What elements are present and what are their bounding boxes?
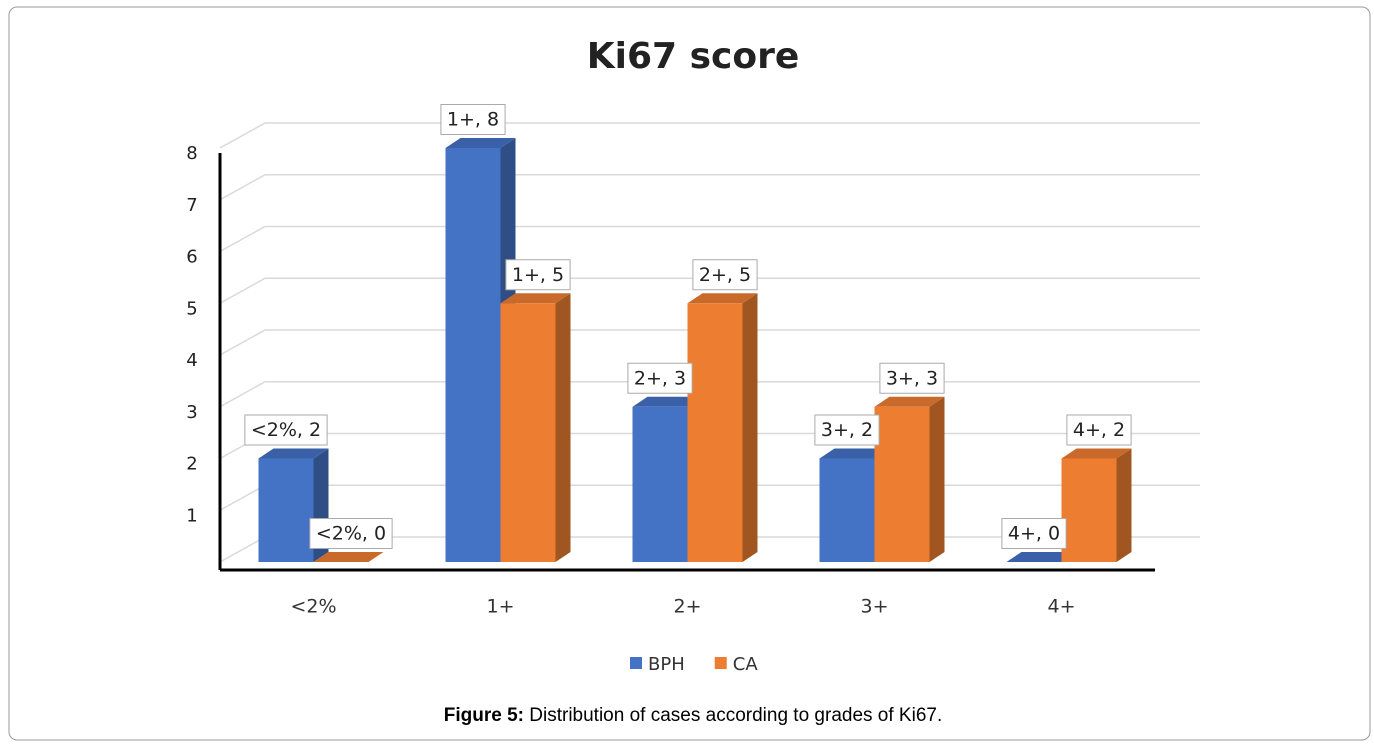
- y-tick-label: 6: [186, 247, 197, 268]
- legend-swatch: [630, 657, 642, 669]
- bar: [687, 293, 758, 562]
- data-label: <2%, 0: [316, 523, 386, 545]
- data-label-box: [692, 259, 758, 291]
- chart-title: Ki67 score: [587, 36, 800, 77]
- y-tick-label: 4: [186, 350, 197, 371]
- bar-front: [1061, 458, 1117, 562]
- bar-front: [258, 458, 314, 562]
- bar: [1061, 448, 1132, 562]
- data-label: 1+, 8: [447, 109, 499, 131]
- data-label: 1+, 5: [512, 264, 564, 286]
- data-label-box: [627, 362, 693, 394]
- data-label: 4+, 0: [1008, 523, 1060, 545]
- grid-line: [219, 225, 1200, 253]
- bar-top: [687, 293, 758, 304]
- bar-side: [929, 396, 945, 562]
- data-label: 2+, 5: [699, 264, 751, 286]
- bar-top: [258, 448, 329, 459]
- x-tick-label: 1+: [486, 596, 514, 618]
- bar: [874, 396, 945, 562]
- y-tick-label: 1: [186, 505, 197, 526]
- bar-top: [445, 138, 516, 148]
- data-label-box: [814, 414, 880, 446]
- bar-front: [445, 148, 501, 562]
- data-label: 3+, 2: [821, 419, 873, 441]
- data-label-box: [1001, 518, 1067, 549]
- grid-line: [219, 122, 1200, 149]
- bar-side: [555, 293, 571, 562]
- y-tick-label: 7: [186, 195, 197, 216]
- grid-line: [219, 329, 1200, 356]
- bar-top: [632, 396, 703, 407]
- data-label-box: [505, 259, 571, 291]
- data-label: 3+, 3: [886, 367, 938, 389]
- bar: [500, 293, 571, 562]
- bar-top: [874, 396, 945, 407]
- bar-front: [500, 303, 556, 562]
- y-tick-label: 2: [186, 454, 197, 475]
- x-tick-label: <2%: [290, 596, 336, 618]
- bar-front: [819, 458, 875, 562]
- bar: [313, 552, 384, 562]
- bar-top: [500, 293, 571, 304]
- bar-top: [1061, 448, 1132, 459]
- bar-side: [742, 293, 758, 562]
- data-label-box: [1066, 414, 1132, 446]
- bar-top: [819, 448, 890, 459]
- legend-label: CA: [733, 654, 759, 675]
- y-tick-label: 8: [186, 143, 197, 164]
- data-label-box: [244, 414, 328, 446]
- legend-swatch: [714, 657, 727, 669]
- x-tick-label: 2+: [673, 596, 701, 618]
- x-tick-label: 4+: [1047, 596, 1075, 618]
- caption-text: Distribution of cases according to grade…: [529, 705, 942, 726]
- bar: [1006, 552, 1077, 562]
- data-label-box: [879, 362, 945, 394]
- caption-label: Figure 5:: [444, 705, 524, 726]
- bar-front: [632, 406, 688, 562]
- x-tick-label: 3+: [860, 596, 888, 618]
- bar-side: [1116, 448, 1132, 562]
- bar-top: [313, 552, 384, 562]
- caption: Figure 5: Distribution of cases accordin…: [444, 705, 942, 726]
- y-tick-label: 5: [186, 298, 197, 319]
- legend-label: BPH: [648, 654, 685, 675]
- bar-top: [1006, 552, 1077, 562]
- data-label: 4+, 2: [1073, 419, 1125, 441]
- bar-front: [687, 303, 743, 562]
- bar-front: [874, 406, 930, 562]
- data-label: 2+, 3: [634, 367, 686, 389]
- data-label-box: [440, 104, 506, 135]
- data-label-box: [309, 518, 393, 549]
- y-tick-label: 3: [186, 402, 197, 423]
- grid-line: [219, 277, 1200, 304]
- data-label: <2%, 2: [251, 419, 321, 441]
- grid-line: [219, 174, 1200, 201]
